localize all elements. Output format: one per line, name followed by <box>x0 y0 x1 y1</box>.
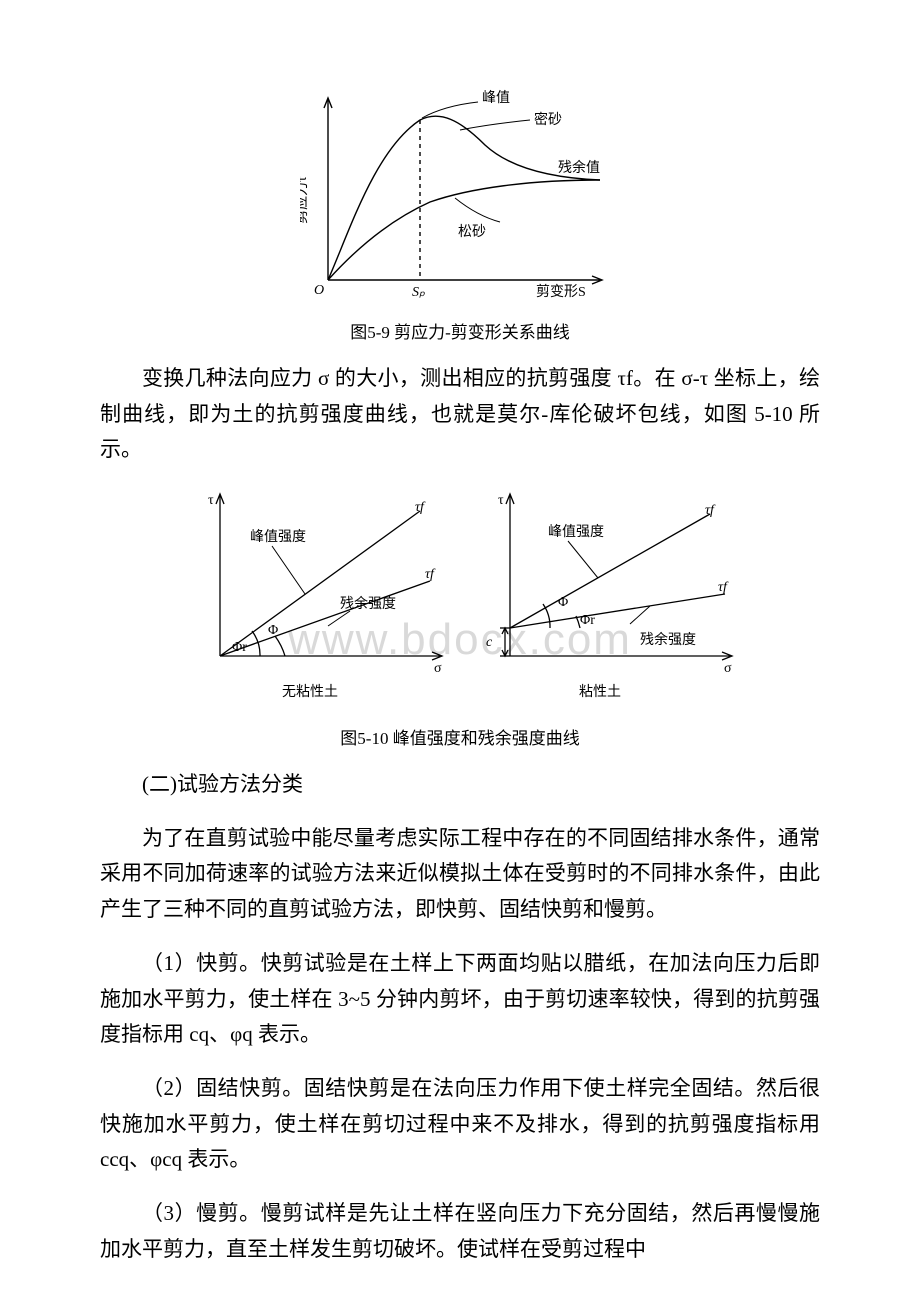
fig59-sp: Sₚ <box>412 285 425 300</box>
p1-sigma: σ <box>724 661 732 676</box>
paragraph-2: 为了在直剪试验中能尽量考虑实际工程中存在的不同固结排水条件，通常采用不同加荷速率… <box>100 821 820 928</box>
paragraph-3: （1）快剪。快剪试验是在土样上下两面均贴以腊纸，在加法向压力后即施加水平剪力，使… <box>100 946 820 1053</box>
fig59-y-label: 剪应力τ <box>300 176 310 224</box>
p1-tau: τ <box>498 493 504 508</box>
p1-phir: Φr <box>580 613 595 628</box>
paragraph-4: （2）固结快剪。固结快剪是在法向压力作用下使土样完全固结。然后很快施加水平剪力，… <box>100 1071 820 1178</box>
p1-tauf-res: τf <box>718 580 729 595</box>
p1-title: 粘性土 <box>579 684 621 700</box>
p0-tau: τ <box>208 493 214 508</box>
fig59-dense-label: 密砂 <box>534 111 562 128</box>
p1-phi: Φ <box>558 595 568 610</box>
fig59-origin: O <box>314 283 324 298</box>
p1-peak: 峰值强度 <box>548 524 604 540</box>
p0-phi: Φ <box>268 623 278 638</box>
p0-residual: 残余强度 <box>340 595 396 612</box>
section-heading: (二)试验方法分类 <box>100 767 820 803</box>
p0-phir: Φr <box>232 640 247 655</box>
figure-5-9: 剪应力τ 峰值 密砂 残余值 松砂 O Sₚ 剪变形S <box>300 80 620 310</box>
paragraph-5: （3）慢剪。慢剪试样是先让土样在竖向压力下充分固结，然后再慢慢施加水平剪力，直至… <box>100 1196 820 1267</box>
fig59-loose-label: 松砂 <box>458 224 486 240</box>
p0-tauf-peak: τf <box>415 500 426 515</box>
p1-residual: 残余强度 <box>640 631 696 648</box>
fig59-peak-label: 峰值 <box>482 90 510 106</box>
figure-5-9-caption: 图5-9 剪应力-剪变形关系曲线 <box>100 318 820 343</box>
p0-tauf-res: τf <box>425 567 436 582</box>
p1-c: c <box>486 635 493 650</box>
p1-tauf-peak: τf <box>705 503 716 518</box>
p0-peak: 峰值强度 <box>250 529 306 545</box>
p0-title: 无粘性土 <box>282 684 338 700</box>
p0-sigma: σ <box>434 661 442 676</box>
fig59-x-label: 剪变形S <box>536 284 586 300</box>
paragraph-1: 变换几种法向应力 σ 的大小，测出相应的抗剪强度 τf。在 σ-τ 坐标上，绘制… <box>100 361 820 468</box>
figure-5-10-caption: 图5-10 峰值强度和残余强度曲线 <box>100 724 820 749</box>
figure-5-10: τ 峰值强度 τf τf 残余强度 Φ Φr σ 无粘性土 <box>180 486 740 716</box>
fig59-residual-label: 残余值 <box>558 159 600 176</box>
